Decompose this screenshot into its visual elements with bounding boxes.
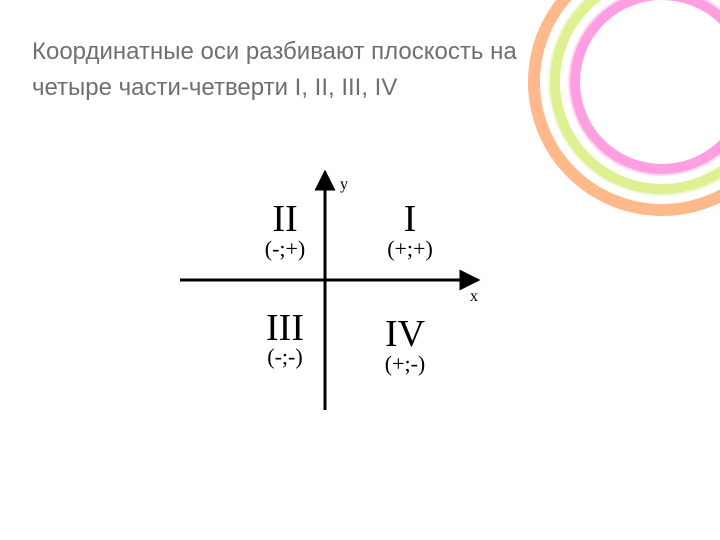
quadrant-2-label: II (-;+): [250, 200, 320, 260]
quadrant-3-roman: III: [250, 310, 320, 346]
quadrant-1-label: I (+;+): [375, 200, 445, 260]
quadrant-4-label: IV (+;-): [365, 315, 445, 375]
x-axis-label: x: [470, 288, 478, 306]
quadrant-2-sign: (-;+): [250, 238, 320, 260]
quadrant-2-roman: II: [250, 200, 320, 238]
page-title: Координатные оси разбивают плоскость на …: [32, 34, 632, 106]
quadrant-4-roman: IV: [365, 315, 445, 353]
quadrant-4-sign: (+;-): [365, 353, 445, 375]
quadrant-3-sign: (-;-): [250, 346, 320, 368]
axes-svg: [170, 170, 550, 490]
quadrant-1-sign: (+;+): [375, 238, 445, 260]
quadrant-diagram: y x II (-;+) I (+;+) III (-;-) IV (+;-): [170, 170, 550, 490]
quadrant-1-roman: I: [375, 200, 445, 238]
y-axis-label: y: [340, 176, 348, 194]
title-line-2: четыре части-четверти I, II, III, IV: [32, 70, 632, 106]
title-line-1: Координатные оси разбивают плоскость на: [32, 34, 632, 70]
quadrant-3-label: III (-;-): [250, 310, 320, 368]
